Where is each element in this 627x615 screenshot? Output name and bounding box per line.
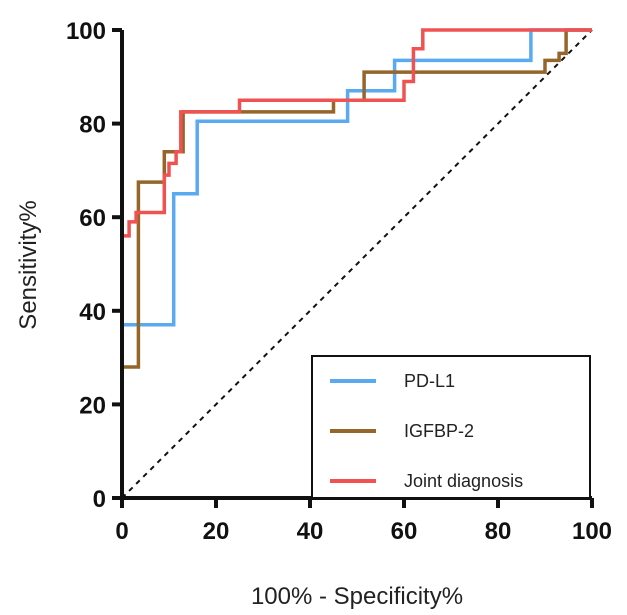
y-tick-label: 20 bbox=[79, 392, 106, 419]
x-tick-label: 80 bbox=[485, 518, 512, 545]
x-tick-label: 100 bbox=[572, 518, 612, 545]
y-tick-label: 0 bbox=[93, 486, 106, 513]
reference-diagonal-line bbox=[121, 29, 593, 499]
legend-label-1: PD-L1 bbox=[404, 371, 455, 391]
x-tick-label: 40 bbox=[297, 518, 324, 545]
x-tick-label: 0 bbox=[115, 518, 128, 545]
series-line-1 bbox=[120, 28, 592, 498]
y-axis-title: Sensitivity% bbox=[15, 200, 42, 329]
y-tick-label: 40 bbox=[79, 299, 106, 326]
legend-label-3: Joint diagnosis bbox=[404, 471, 523, 491]
y-tick-label: 80 bbox=[79, 112, 106, 139]
series-layer bbox=[120, 28, 592, 498]
x-tick-label: 60 bbox=[391, 518, 418, 545]
reference-line-layer bbox=[121, 29, 593, 499]
x-axis-title: 100% - Specificity% bbox=[251, 583, 463, 610]
legend: PD-L1 IGFBP-2 Joint diagnosis bbox=[311, 355, 591, 499]
legend-items: PD-L1 IGFBP-2 Joint diagnosis bbox=[330, 371, 523, 491]
x-tick-label: 20 bbox=[203, 518, 230, 545]
y-tick-label: 60 bbox=[79, 205, 106, 232]
ticks-layer: 0 20 40 60 80 100 0 20 40 60 80 100 bbox=[66, 18, 612, 545]
legend-label-2: IGFBP-2 bbox=[404, 421, 474, 441]
y-tick-label: 100 bbox=[66, 18, 106, 45]
series-line-3 bbox=[120, 28, 592, 498]
